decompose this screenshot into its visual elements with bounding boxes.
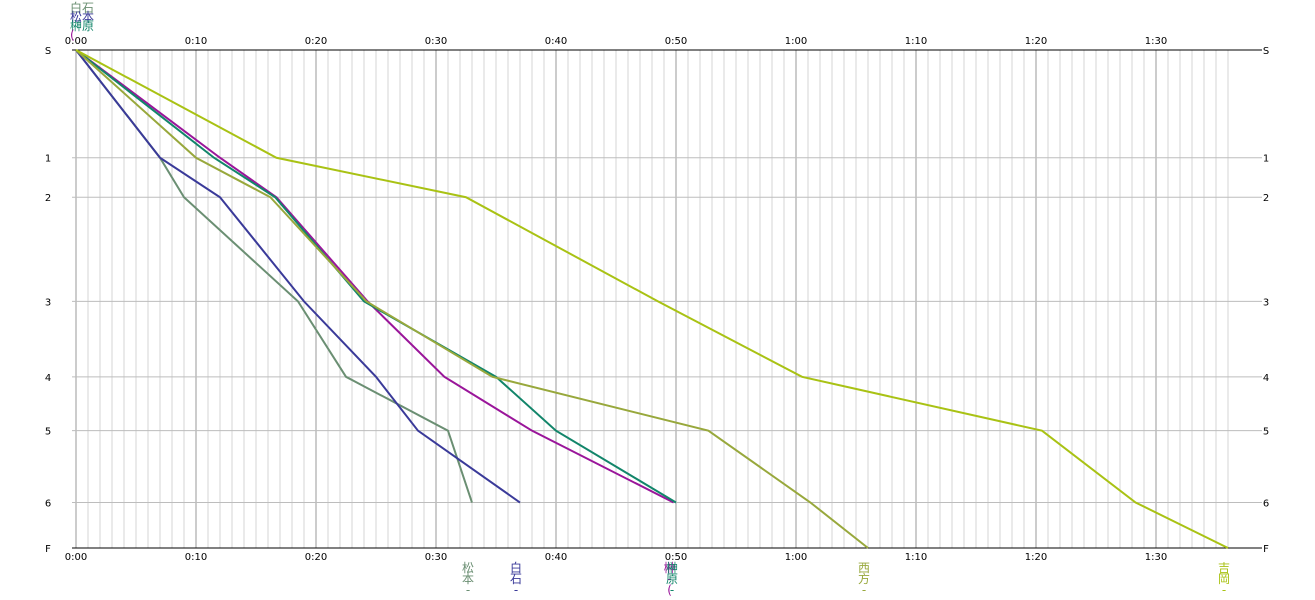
- finish-runner-label: -: [667, 572, 671, 586]
- top-runner-label: 榊原: [70, 19, 94, 33]
- series-line-0: [75, 49, 473, 503]
- finish-runner-label: 白: [510, 560, 522, 575]
- x-tick-label-top: 1:30: [1145, 36, 1167, 47]
- x-tick-label-bottom: 0:00: [65, 552, 87, 563]
- checkpoint-label-left: F: [45, 544, 51, 555]
- finish-runner-label: -: [466, 583, 470, 597]
- x-tick-label-top: 0:30: [425, 36, 447, 47]
- checkpoint-label-left: 3: [45, 297, 51, 308]
- series-line-5: [75, 49, 1229, 549]
- x-tick-label-bottom: 0:50: [665, 552, 687, 563]
- x-tick-label-top: 1:20: [1025, 36, 1047, 47]
- series-lines: [75, 49, 1229, 549]
- finish-runner-label: 榊: [664, 561, 676, 575]
- x-tick-label-bottom: 0:30: [425, 552, 447, 563]
- x-tick-label-top: 0:40: [545, 36, 567, 47]
- x-tick-label-bottom: 1:10: [905, 552, 927, 563]
- checkpoint-label-right: 3: [1263, 297, 1269, 308]
- checkpoint-label-left: 1: [45, 154, 51, 165]
- checkpoint-label-left: 2: [45, 193, 51, 204]
- grid: [72, 49, 1262, 549]
- checkpoint-label-right: 5: [1263, 427, 1269, 438]
- finish-runner-label: -: [1222, 583, 1226, 597]
- x-tick-label-top: 1:10: [905, 36, 927, 47]
- finish-runner-label: 石: [510, 572, 522, 586]
- x-tick-label-bottom: 0:10: [185, 552, 207, 563]
- finish-runner-label: 方: [858, 571, 870, 586]
- x-tick-label-bottom: 1:00: [785, 552, 807, 563]
- top-runner-label: (: [70, 28, 75, 42]
- axes: S S 1 1 2 2 3 3 4 4 5 5 6 6 F F 0:00 0:00 0:10 0:10 0:20 0:20…: [45, 36, 1269, 563]
- finish-runner-label: 榊: [666, 561, 678, 575]
- finish-runner-label: (: [667, 583, 672, 597]
- x-tick-label-top: 0:50: [665, 36, 687, 47]
- finish-runner-label: 吉: [1218, 561, 1230, 575]
- finish-runner-label: 原: [666, 572, 678, 586]
- x-tick-label-top: 1:00: [785, 36, 807, 47]
- checkpoint-label-left: 6: [45, 499, 51, 510]
- finish-runner-label: -: [514, 583, 518, 597]
- x-tick-label-bottom: 0:20: [305, 552, 327, 563]
- checkpoint-label-right: F: [1263, 544, 1269, 555]
- x-tick-label-bottom: 1:20: [1025, 552, 1047, 563]
- top-runner-label: 松本: [70, 10, 94, 24]
- checkpoint-label-right: S: [1263, 46, 1269, 57]
- x-tick-label-top: 0:10: [185, 36, 207, 47]
- finish-runner-label: 松: [462, 561, 474, 575]
- top-runner-label: 白石: [70, 0, 94, 15]
- series-line-1: [75, 49, 521, 504]
- checkpoint-label-right: 6: [1263, 499, 1269, 510]
- x-tick-label-top: 0:20: [305, 36, 327, 47]
- x-tick-label-bottom: 1:30: [1145, 552, 1167, 563]
- finish-runner-label: -: [862, 583, 866, 597]
- checkpoint-label-left: 5: [45, 427, 51, 438]
- finish-runner-label: 西: [858, 561, 870, 575]
- x-tick-label-top: 0:00: [65, 36, 87, 47]
- checkpoint-label-right: 1: [1263, 154, 1269, 165]
- series-line-4: [75, 49, 869, 549]
- x-tick-label-bottom: 0:40: [545, 552, 567, 563]
- finish-runner-label: 岡: [1218, 572, 1230, 586]
- finish-runner-label: -: [670, 583, 674, 597]
- finish-runner-label: 本: [462, 572, 474, 586]
- series-line-2: [75, 49, 675, 504]
- checkpoint-label-right: 4: [1263, 373, 1269, 384]
- checkpoint-label-left: S: [45, 46, 51, 57]
- checkpoint-label-left: 4: [45, 373, 51, 384]
- checkpoint-label-right: 2: [1263, 193, 1269, 204]
